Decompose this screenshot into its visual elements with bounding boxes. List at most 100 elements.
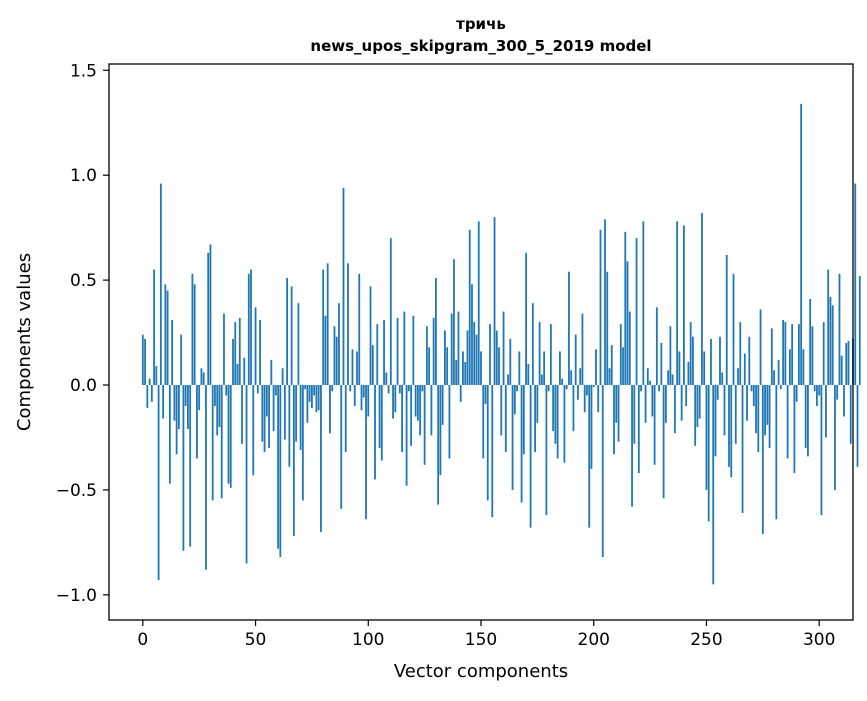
bar [766,385,769,425]
bar [770,328,773,386]
bar [468,229,471,386]
bar [615,385,618,423]
bar [475,334,478,386]
bar [168,385,171,484]
bar [719,336,721,386]
bar [561,378,564,386]
bar [292,385,295,537]
x-tick-label: 0 [137,630,148,650]
bar [180,334,183,386]
bar [816,385,818,406]
bar [301,385,304,501]
bar [572,385,575,432]
bar [703,351,706,386]
bar [725,254,728,386]
bar [281,368,284,386]
x-axis-label: Vector components [394,661,568,682]
bar [218,385,221,427]
bar [631,385,633,507]
bar [739,322,742,386]
bar [635,238,638,386]
bar [516,385,518,392]
bar [405,385,408,486]
bar [540,374,543,386]
bar [311,385,313,409]
bar [159,183,162,386]
bar [640,385,642,392]
bar [757,385,760,453]
y-tick-label: 1.0 [70,166,97,186]
x-tick-label: 150 [465,630,497,650]
bar [784,322,787,386]
bar [144,338,146,386]
bar [696,385,699,427]
bar [845,343,848,386]
bar [313,385,316,396]
bar [414,385,417,417]
bar [597,385,600,413]
bar [644,385,647,423]
bar [782,319,785,386]
bar [601,385,604,558]
bar [547,385,550,392]
bar [538,322,541,386]
bar [701,212,703,386]
bar [579,368,582,386]
bar [378,385,381,448]
bar [162,385,165,419]
bar [263,385,266,453]
bar [854,183,857,386]
bar [223,313,225,386]
bar [299,385,302,451]
bar [617,385,620,442]
y-axis-label: Components values [14,253,35,431]
bar [779,385,782,390]
bar [374,385,376,480]
bar [807,385,809,457]
bar [256,385,259,394]
bar [818,385,821,396]
bar [858,275,861,386]
bar [153,269,155,386]
bar [498,347,500,386]
bar [520,385,523,503]
bar [673,385,676,434]
bar [394,385,397,413]
bar [184,385,187,406]
bar [502,311,505,386]
bar [430,385,433,436]
bar [489,324,491,386]
bar [403,311,406,386]
bar [407,385,410,392]
bar [245,385,248,564]
bar [437,385,440,505]
y-tick-label: 1.5 [70,61,97,81]
bar [423,385,426,465]
bar [150,385,153,402]
bar [182,385,185,551]
bar [710,338,712,386]
bar [369,286,372,386]
bar [353,385,356,406]
bar [610,345,613,386]
bar [367,385,370,417]
bar [536,385,539,423]
bar [811,326,814,386]
bar [680,385,683,421]
bar [802,349,805,386]
bar [173,385,176,421]
bar [344,385,347,453]
bar [646,368,649,386]
bar [466,330,469,386]
bar [265,385,268,417]
bar [362,385,365,398]
bar [737,368,739,386]
bar [604,219,606,386]
bar [236,364,239,386]
bar [335,336,338,386]
bar [171,319,174,386]
bar [412,315,415,386]
bar [250,269,252,386]
bar [705,385,708,490]
